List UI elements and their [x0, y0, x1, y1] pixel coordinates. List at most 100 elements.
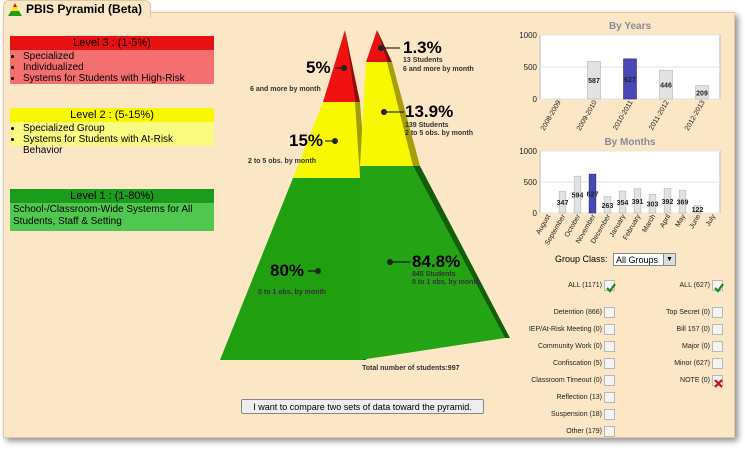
filter-checkbox[interactable] — [604, 280, 616, 293]
group-class-select[interactable]: All Groups ▼ — [613, 253, 676, 266]
legend-item: Systems for Students with At-Risk Behavi… — [23, 134, 211, 156]
filter-label: Detention (866) — [553, 309, 602, 316]
right-pyramid-red — [366, 30, 387, 62]
marker-dot — [381, 109, 387, 115]
filter-checkbox[interactable] — [604, 341, 615, 352]
filter-label: ALL (627) — [679, 282, 710, 289]
filter-checkbox[interactable] — [604, 307, 615, 318]
filter-checkbox[interactable] — [604, 392, 615, 403]
left-pyramid-yellow — [293, 102, 360, 178]
filter-label: Classroom Timeout (0) — [531, 377, 602, 384]
compare-button[interactable]: I want to compare two sets of data towar… — [241, 399, 484, 414]
bar-value-label: 209 — [696, 90, 708, 97]
bar-value-label: 594 — [572, 193, 584, 200]
bar-value-label: 354 — [617, 200, 629, 207]
filter-checkbox[interactable] — [604, 358, 615, 369]
bar[interactable] — [623, 58, 637, 100]
marker-dot — [341, 65, 347, 71]
chart-title-months: By Months — [604, 137, 656, 148]
filter-label: IEP/At-Risk Meeting (0) — [528, 326, 602, 333]
bar[interactable] — [659, 70, 673, 100]
left-pyramid-red-side — [345, 30, 360, 102]
filter-checkbox[interactable] — [712, 358, 723, 369]
bar[interactable] — [558, 191, 567, 214]
y-tick-label: 500 — [524, 178, 538, 187]
right-caption-level-1: 0 to 1 obs. by month — [412, 279, 481, 286]
x-tick-label: May — [675, 213, 688, 228]
app-tab[interactable]: PBIS Pyramid (Beta) — [3, 0, 152, 18]
bar[interactable] — [693, 205, 702, 214]
bar[interactable] — [618, 190, 627, 214]
filter-checkbox[interactable] — [604, 324, 615, 335]
x-tick-label: April — [659, 213, 672, 229]
filter-label: ALL (1171) — [568, 282, 602, 289]
right-pct-level-1: 84.8% — [412, 252, 461, 271]
bar-value-label: 122 — [692, 207, 704, 214]
legend-level-1-body: School-/Classroom-Wide Systems for All S… — [10, 203, 214, 231]
filter-label: Other (179) — [566, 428, 602, 435]
legend-level-1: Level 1 : (1-80%) School-/Classroom-Wide… — [10, 189, 214, 231]
right-pct-level-3: 1.3% — [403, 38, 442, 57]
bar-value-label: 303 — [647, 202, 659, 209]
legend-item: Specialized — [23, 51, 211, 62]
checkmark-icon — [606, 283, 616, 293]
left-caption-level-1: 0 to 1 obs. by month — [258, 289, 327, 296]
y-tick-label: 0 — [533, 209, 538, 218]
right-pyramid-yellow-side — [387, 62, 420, 166]
y-tick-label: 500 — [524, 63, 538, 72]
group-class-value: All Groups — [616, 255, 659, 265]
pyramid-graphic — [220, 30, 510, 360]
bar-value-label: 347 — [557, 200, 569, 207]
filter-label: Community Work (0) — [537, 343, 602, 350]
filter-checkbox[interactable] — [604, 375, 615, 386]
bar-value-label: 391 — [632, 199, 644, 206]
months-chart: 10005000August347September594October627N… — [519, 147, 721, 246]
filter-checkbox[interactable] — [712, 307, 723, 318]
right-caption-level-2: 2 to 5 obs. by month — [405, 130, 474, 137]
years-chart: 1000 500 0 2008-2009 587 2009-2010 627 2010-201… — [519, 31, 721, 132]
y-tick-label: 0 — [533, 95, 538, 104]
left-caption-level-3: 6 and more by month — [250, 86, 321, 93]
right-pyramid-green — [360, 166, 505, 360]
bar[interactable] — [587, 61, 601, 100]
bar[interactable] — [633, 188, 642, 214]
legend-level-1-title: Level 1 : (1-80%) — [10, 189, 214, 203]
x-tick-label: 2008-2009 — [540, 99, 563, 132]
filter-label: Major (0) — [681, 343, 710, 350]
x-tick-label: 2012-2013 — [684, 99, 707, 132]
right-students-level-3: 13 Students — [403, 57, 443, 64]
left-pct-level-1: 80% — [270, 261, 305, 280]
filter-checkbox[interactable] — [712, 341, 723, 352]
filter-label: Bill 157 (0) — [676, 326, 710, 333]
left-pct-level-2: 15% — [289, 131, 324, 150]
bar[interactable] — [603, 196, 612, 214]
bar[interactable] — [588, 173, 597, 214]
filter-label: Minor (627) — [674, 360, 710, 367]
chart-title-years: By Years — [608, 21, 652, 32]
total-students: Total number of students:997 — [362, 365, 460, 372]
filter-checkbox[interactable] — [712, 375, 723, 388]
checkmark-icon — [714, 283, 724, 293]
x-tick-label: 2011-2012 — [648, 99, 671, 131]
marker-dot — [332, 138, 338, 144]
bar[interactable] — [695, 85, 709, 100]
legend-item: Individualized — [23, 62, 211, 73]
filter-checkbox[interactable] — [712, 280, 724, 293]
legend-item: Systems for Students with High-Risk — [23, 73, 211, 84]
filter-checkbox[interactable] — [712, 324, 723, 335]
pyramid-icon — [8, 3, 22, 16]
filter-checkbox[interactable] — [604, 409, 615, 420]
bar[interactable] — [663, 188, 672, 214]
legend-level-3: Level 3 : (1-5%) Specialized Individuali… — [10, 36, 214, 84]
filter-label: Suspension (18) — [551, 411, 602, 418]
bar[interactable] — [573, 175, 582, 214]
bar[interactable] — [678, 189, 687, 214]
bar-value-label: 627 — [624, 77, 636, 84]
filter-checkbox[interactable] — [604, 426, 615, 437]
legend-level-2-title: Level 2 : (5-15%) — [10, 108, 214, 122]
x-tick-label: June — [689, 213, 703, 230]
legend-item: Specialized Group — [23, 123, 211, 134]
filter-label: Confiscation (5) — [552, 360, 602, 367]
legend-level-3-title: Level 3 : (1-5%) — [10, 36, 214, 50]
bar[interactable] — [648, 193, 657, 214]
